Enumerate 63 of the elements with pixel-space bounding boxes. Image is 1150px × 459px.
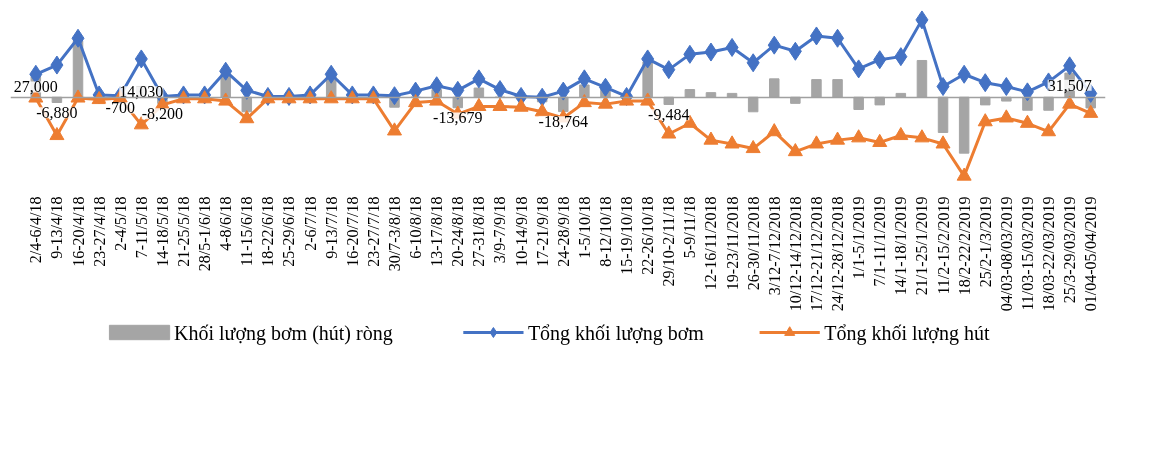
x-tick-label: 9-13/7/18 [322, 196, 340, 259]
x-tick-label: 18-22/6/18 [259, 196, 277, 267]
x-tick-label: 1-5/10/18 [575, 196, 593, 259]
x-tick-label: 10/12-14/12/2018 [786, 196, 804, 312]
x-tick-label: 22-26/10/18 [639, 196, 657, 275]
data-label: -13,679 [433, 109, 483, 127]
x-tick-label: 30/7-3/8/18 [385, 196, 403, 272]
x-tick-label: 15-19/10/18 [618, 196, 636, 275]
legend-label: Khối lượng bơm (hút) ròng [174, 321, 393, 345]
x-tick-label: 27-31/8/18 [470, 196, 488, 267]
x-tick-label: 8-12/10/18 [596, 196, 614, 267]
x-tick-label: 24-28/9/18 [554, 196, 572, 267]
x-tick-label: 23-27/4/18 [90, 196, 108, 267]
x-tick-label: 18/2-22/2/2019 [955, 196, 973, 296]
x-tick-label: 17-21/9/18 [533, 196, 551, 267]
x-tick-label: 9-13/4/18 [48, 196, 66, 259]
x-tick-label: 14-18/5/18 [153, 196, 171, 267]
x-tick-label: 21/1-25/1/2019 [913, 196, 931, 296]
x-tick-label: 3/12-7/12/2018 [765, 196, 783, 296]
x-tick-label: 17/12-21/12/2018 [807, 196, 825, 312]
x-tick-label: 6-10/8/18 [407, 196, 425, 259]
data-label: -8,200 [141, 105, 184, 123]
data-label: -18,764 [538, 113, 588, 131]
x-tick-label: 23-27/7/18 [364, 196, 382, 267]
x-tick-label: 25/3-29/03/2019 [1061, 196, 1079, 304]
x-tick-label: 10-14/9/18 [512, 196, 530, 267]
x-tick-label: 2-4/5/18 [111, 196, 129, 251]
x-tick-label: 25-29/6/18 [280, 196, 298, 267]
x-tick-label: 11-15/6/18 [238, 196, 256, 267]
data-label: 27,000 [13, 78, 58, 96]
x-tick-label: 14/1-18/1/2019 [892, 196, 910, 296]
x-tick-label: 29/10-2/11/18 [660, 196, 678, 287]
x-tick-label: 5-9/11/18 [681, 196, 699, 259]
data-label: 14,030 [119, 83, 164, 101]
x-tick-label: 20-24/8/18 [449, 196, 467, 267]
x-tick-label: 24/12-28/12/2018 [829, 196, 847, 312]
legend-label: Tổng khối lượng bơm [527, 321, 705, 345]
data-label: 31,507 [1047, 76, 1092, 94]
x-tick-label: 11/03-15/03/2019 [1018, 196, 1036, 311]
x-tick-label: 2/4-6/4/18 [27, 196, 45, 264]
x-tick-label: 04/03-08/03/2019 [997, 196, 1015, 312]
x-tick-label: 3/9-7/9/18 [491, 196, 509, 264]
x-tick-label: 21-25/5/18 [175, 196, 193, 267]
x-tick-label: 4-8/6/18 [217, 196, 235, 251]
x-tick-label: 01/04-05/04/2019 [1082, 196, 1100, 312]
x-tick-label: 7/1-11/1/2019 [871, 196, 889, 287]
x-tick-label: 16-20/4/18 [69, 196, 87, 267]
x-tick-label: 18/03-22/03/2019 [1040, 196, 1058, 312]
x-tick-label: 16-20/7/18 [343, 196, 361, 267]
data-label: -700 [105, 99, 135, 117]
data-label: -6,880 [36, 104, 78, 122]
x-tick-label: 13-17/8/18 [428, 196, 446, 267]
x-tick-label: 7-11/5/18 [132, 196, 150, 259]
x-tick-label: 1/1-5/1/2019 [850, 196, 868, 280]
x-tick-label: 25/2-1/3/2019 [976, 196, 994, 288]
x-tick-label: 28/5-1/6/18 [196, 196, 214, 272]
data-label: -9,484 [648, 106, 690, 124]
x-tick-label: 12-16/11/2018 [702, 196, 720, 291]
x-tick-label: 26-30/11/2018 [744, 196, 762, 291]
x-tick-label: 11/2-15/2/2019 [934, 196, 952, 295]
legend-label: Tổng khối lượng hút [824, 321, 990, 345]
x-tick-label: 2-6/7/18 [301, 196, 319, 251]
x-tick-label: 19-23/11/2018 [723, 196, 741, 291]
